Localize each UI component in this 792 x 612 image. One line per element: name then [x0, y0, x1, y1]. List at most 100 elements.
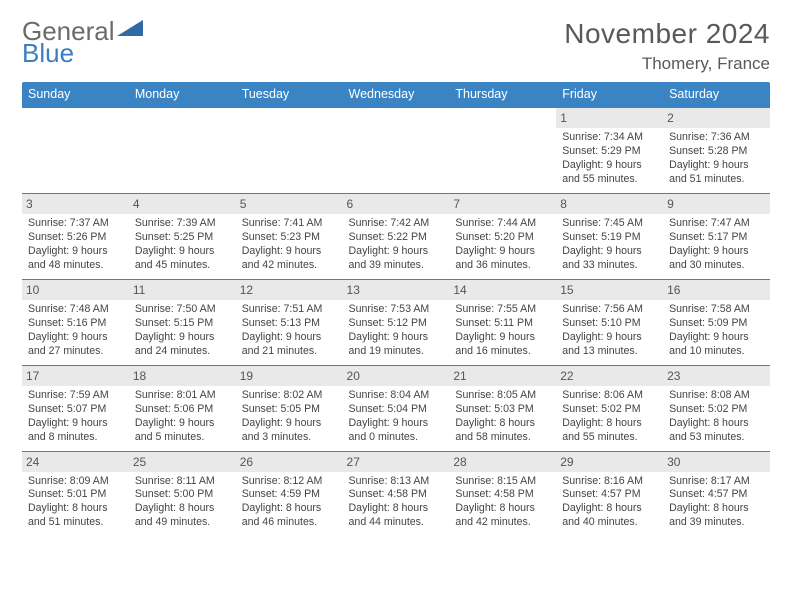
day-number: 7 [449, 194, 556, 214]
sunrise-line: Sunrise: 7:56 AM [562, 303, 657, 317]
day-details: Sunrise: 8:01 AMSunset: 5:06 PMDaylight:… [135, 389, 230, 445]
day-details: Sunrise: 7:59 AMSunset: 5:07 PMDaylight:… [28, 389, 123, 445]
sunset-line: Sunset: 4:58 PM [455, 488, 550, 502]
sunrise-line: Sunrise: 8:11 AM [135, 475, 230, 489]
day-details: Sunrise: 8:02 AMSunset: 5:05 PMDaylight:… [242, 389, 337, 445]
sunset-line: Sunset: 5:07 PM [28, 403, 123, 417]
sunrise-line: Sunrise: 7:48 AM [28, 303, 123, 317]
day-number: 22 [556, 366, 663, 386]
sunrise-line: Sunrise: 7:41 AM [242, 217, 337, 231]
daylight-line: Daylight: 9 hours and 3 minutes. [242, 417, 337, 445]
sunrise-line: Sunrise: 8:13 AM [349, 475, 444, 489]
day-details: Sunrise: 8:06 AMSunset: 5:02 PMDaylight:… [562, 389, 657, 445]
day-details: Sunrise: 7:45 AMSunset: 5:19 PMDaylight:… [562, 217, 657, 273]
day-number: 17 [22, 366, 129, 386]
day-number: 3 [22, 194, 129, 214]
day-details: Sunrise: 8:12 AMSunset: 4:59 PMDaylight:… [242, 475, 337, 531]
daylight-line: Daylight: 9 hours and 36 minutes. [455, 245, 550, 273]
calendar-week-row: 1Sunrise: 7:34 AMSunset: 5:29 PMDaylight… [22, 108, 770, 194]
day-number: 15 [556, 280, 663, 300]
daylight-line: Daylight: 9 hours and 48 minutes. [28, 245, 123, 273]
sunset-line: Sunset: 5:13 PM [242, 317, 337, 331]
month-title: November 2024 [564, 18, 770, 50]
calendar-day-cell: 14Sunrise: 7:55 AMSunset: 5:11 PMDayligh… [449, 279, 556, 365]
day-number: 19 [236, 366, 343, 386]
daylight-line: Daylight: 9 hours and 45 minutes. [135, 245, 230, 273]
day-number: 8 [556, 194, 663, 214]
sunset-line: Sunset: 5:06 PM [135, 403, 230, 417]
calendar-day-cell: 26Sunrise: 8:12 AMSunset: 4:59 PMDayligh… [236, 451, 343, 536]
sunrise-line: Sunrise: 8:02 AM [242, 389, 337, 403]
day-details: Sunrise: 7:50 AMSunset: 5:15 PMDaylight:… [135, 303, 230, 359]
calendar-week-row: 17Sunrise: 7:59 AMSunset: 5:07 PMDayligh… [22, 365, 770, 451]
calendar-day-cell: 7Sunrise: 7:44 AMSunset: 5:20 PMDaylight… [449, 193, 556, 279]
calendar-day-cell: 28Sunrise: 8:15 AMSunset: 4:58 PMDayligh… [449, 451, 556, 536]
calendar-day-cell: 10Sunrise: 7:48 AMSunset: 5:16 PMDayligh… [22, 279, 129, 365]
calendar-week-row: 3 Sunrise: 7:37 AMSunset: 5:26 PMDaylight… [22, 193, 770, 279]
sunrise-line: Sunrise: 7:44 AM [455, 217, 550, 231]
day-number: 28 [449, 452, 556, 472]
day-number: 21 [449, 366, 556, 386]
sunset-line: Sunset: 5:01 PM [28, 488, 123, 502]
sunset-line: Sunset: 5:02 PM [669, 403, 764, 417]
calendar-empty-cell [22, 108, 129, 194]
calendar-day-cell: 5Sunrise: 7:41 AMSunset: 5:23 PMDaylight… [236, 193, 343, 279]
sunset-line: Sunset: 5:29 PM [562, 145, 657, 159]
sunrise-line: Sunrise: 7:39 AM [135, 217, 230, 231]
day-header-monday: Monday [129, 82, 236, 108]
day-details: Sunrise: 7:47 AMSunset: 5:17 PMDaylight:… [669, 217, 764, 273]
calendar-empty-cell [129, 108, 236, 194]
sunrise-line: Sunrise: 8:16 AM [562, 475, 657, 489]
sunrise-line: Sunrise: 8:01 AM [135, 389, 230, 403]
day-details: Sunrise: 7:39 AMSunset: 5:25 PMDaylight:… [135, 217, 230, 273]
day-details: Sunrise: 7:36 AMSunset: 5:28 PMDaylight:… [669, 131, 764, 187]
sunrise-line: Sunrise: 8:08 AM [669, 389, 764, 403]
sunset-line: Sunset: 5:04 PM [349, 403, 444, 417]
day-details: Sunrise: 7:55 AMSunset: 5:11 PMDaylight:… [455, 303, 550, 359]
day-number: 27 [343, 452, 450, 472]
calendar-day-cell: 21Sunrise: 8:05 AMSunset: 5:03 PMDayligh… [449, 365, 556, 451]
day-details: Sunrise: 7:37 AMSunset: 5:26 PMDaylight:… [28, 217, 123, 273]
calendar-day-cell: 29Sunrise: 8:16 AMSunset: 4:57 PMDayligh… [556, 451, 663, 536]
calendar-day-cell: 17 Sunrise: 7:59 AMSunset: 5:07 PMDayligh… [22, 365, 129, 451]
day-header-sunday: Sunday [22, 82, 129, 108]
location-subtitle: Thomery, France [564, 54, 770, 74]
day-header-wednesday: Wednesday [343, 82, 450, 108]
calendar-week-row: 10Sunrise: 7:48 AMSunset: 5:16 PMDayligh… [22, 279, 770, 365]
sunrise-line: Sunrise: 8:12 AM [242, 475, 337, 489]
sunrise-line: Sunrise: 7:36 AM [669, 131, 764, 145]
calendar-day-cell: 30Sunrise: 8:17 AMSunset: 4:57 PMDayligh… [663, 451, 770, 536]
sunrise-line: Sunrise: 7:58 AM [669, 303, 764, 317]
daylight-line: Daylight: 9 hours and 5 minutes. [135, 417, 230, 445]
sunset-line: Sunset: 4:58 PM [349, 488, 444, 502]
sunset-line: Sunset: 5:28 PM [669, 145, 764, 159]
calendar-day-cell: 25Sunrise: 8:11 AMSunset: 5:00 PMDayligh… [129, 451, 236, 536]
day-number: 6 [343, 194, 450, 214]
day-details: Sunrise: 7:51 AMSunset: 5:13 PMDaylight:… [242, 303, 337, 359]
sunset-line: Sunset: 5:15 PM [135, 317, 230, 331]
sunrise-line: Sunrise: 8:06 AM [562, 389, 657, 403]
daylight-line: Daylight: 8 hours and 49 minutes. [135, 502, 230, 530]
daylight-line: Daylight: 9 hours and 33 minutes. [562, 245, 657, 273]
sunset-line: Sunset: 5:10 PM [562, 317, 657, 331]
sunrise-line: Sunrise: 8:17 AM [669, 475, 764, 489]
sunrise-line: Sunrise: 7:59 AM [28, 389, 123, 403]
calendar-day-cell: 2Sunrise: 7:36 AMSunset: 5:28 PMDaylight… [663, 108, 770, 194]
daylight-line: Daylight: 9 hours and 55 minutes. [562, 159, 657, 187]
calendar-empty-cell [236, 108, 343, 194]
sunrise-line: Sunrise: 7:42 AM [349, 217, 444, 231]
daylight-line: Daylight: 8 hours and 46 minutes. [242, 502, 337, 530]
day-details: Sunrise: 7:42 AMSunset: 5:22 PMDaylight:… [349, 217, 444, 273]
day-details: Sunrise: 7:34 AMSunset: 5:29 PMDaylight:… [562, 131, 657, 187]
sunset-line: Sunset: 5:03 PM [455, 403, 550, 417]
calendar-table: SundayMondayTuesdayWednesdayThursdayFrid… [22, 82, 770, 536]
calendar-day-cell: 20Sunrise: 8:04 AMSunset: 5:04 PMDayligh… [343, 365, 450, 451]
daylight-line: Daylight: 8 hours and 55 minutes. [562, 417, 657, 445]
day-header-friday: Friday [556, 82, 663, 108]
day-header-thursday: Thursday [449, 82, 556, 108]
day-number: 13 [343, 280, 450, 300]
day-details: Sunrise: 7:41 AMSunset: 5:23 PMDaylight:… [242, 217, 337, 273]
daylight-line: Daylight: 8 hours and 51 minutes. [28, 502, 123, 530]
sunrise-line: Sunrise: 7:55 AM [455, 303, 550, 317]
sunset-line: Sunset: 4:57 PM [562, 488, 657, 502]
